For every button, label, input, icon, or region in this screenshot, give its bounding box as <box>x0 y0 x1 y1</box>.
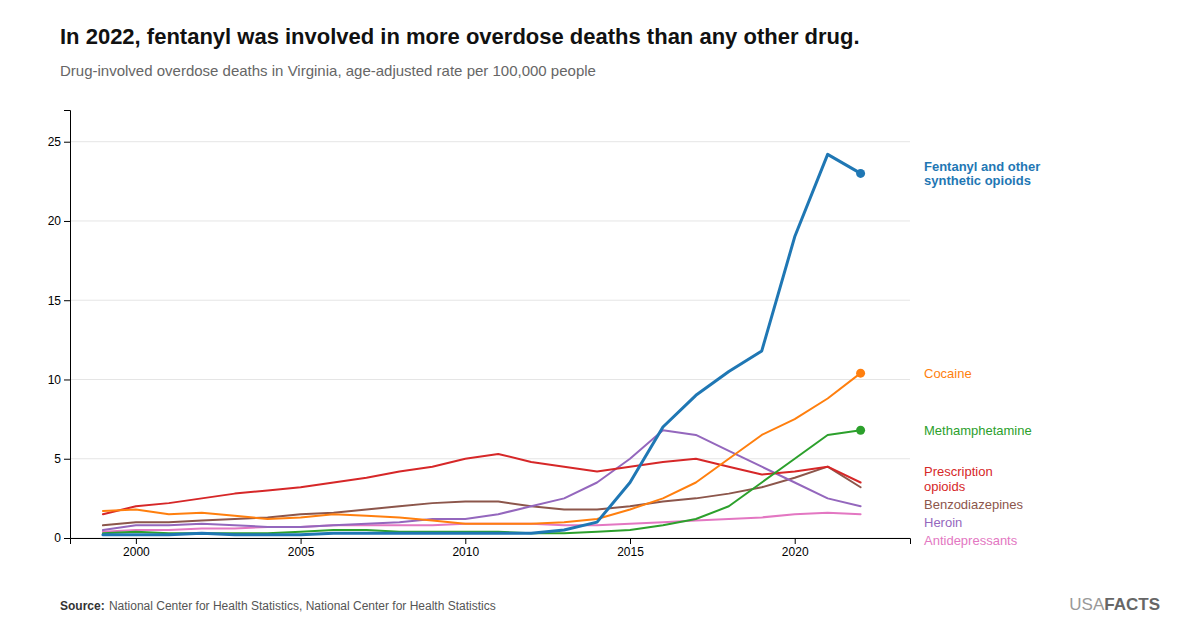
tick-mark <box>465 538 466 544</box>
tick-mark <box>301 538 302 544</box>
tick: 5 <box>54 452 70 466</box>
series-line <box>103 454 861 514</box>
tick-label: 25 <box>48 135 62 149</box>
series-label-line: opioids <box>924 479 966 494</box>
tick: 0 <box>54 531 70 545</box>
tick-label: 2000 <box>123 545 150 559</box>
tick-mark <box>630 538 631 544</box>
tick-label: 10 <box>48 373 62 387</box>
series-labels: Fentanyl and othersynthetic opioids Cocai… <box>924 159 1040 548</box>
tick: 2000 <box>123 538 150 559</box>
series-label-line: Cocaine <box>924 366 972 381</box>
tick-mark <box>64 379 70 380</box>
series-label-line: Benzodiazepines <box>924 497 1024 512</box>
tick-mark <box>64 221 70 222</box>
series-label: Prescriptionopioids <box>924 464 993 493</box>
tick: 20 <box>48 214 70 228</box>
series-line <box>103 373 861 524</box>
tick-label: 5 <box>54 452 61 466</box>
plot: 2000 2005 2010 2015 2020 0 5 10 15 20 25 Fentanyl a… <box>48 111 1041 559</box>
tick-label: 2005 <box>288 545 315 559</box>
tick-mark <box>64 142 70 143</box>
series-label-line: Methamphetamine <box>924 423 1032 438</box>
tick: 15 <box>48 294 70 308</box>
grid-line <box>70 300 910 301</box>
chart: In 2022, fentanyl was involved in more o… <box>0 0 1200 628</box>
axis-line <box>71 539 911 545</box>
grid-line <box>70 141 910 142</box>
series-label-line: Fentanyl and other <box>924 159 1040 174</box>
title: In 2022, fentanyl was involved in more o… <box>60 24 860 49</box>
tick: 2010 <box>452 538 479 559</box>
tick: 25 <box>48 135 70 149</box>
tick-label: 15 <box>48 294 62 308</box>
series-end-marker <box>856 369 865 378</box>
series-label-line: Prescription <box>924 464 993 479</box>
grid-line <box>70 379 910 380</box>
axis-line <box>64 111 71 539</box>
y-axis: 0 5 10 15 20 25 <box>48 111 71 546</box>
series-label: Fentanyl and othersynthetic opioids <box>924 159 1040 188</box>
series-label: Antidepressants <box>924 533 1018 548</box>
series-label-line: synthetic opioids <box>924 173 1031 188</box>
series-end-marker <box>856 426 865 435</box>
x-axis: 2000 2005 2010 2015 2020 <box>71 538 911 559</box>
tick-mark <box>136 538 137 544</box>
marks <box>103 154 865 534</box>
tick-label: 20 <box>48 214 62 228</box>
tick-label: 2015 <box>617 545 644 559</box>
series-label-line: Heroin <box>924 515 962 530</box>
series-line <box>103 513 861 532</box>
tick: 2015 <box>617 538 644 559</box>
series-label: Methamphetamine <box>924 423 1032 438</box>
tick-mark <box>64 538 70 539</box>
series-label-line: Antidepressants <box>924 533 1018 548</box>
tick-label: 2010 <box>452 545 479 559</box>
tick-mark <box>795 538 796 544</box>
tick: 2020 <box>782 538 809 559</box>
source-label: Source: <box>60 599 105 613</box>
series-label: Cocaine <box>924 366 972 381</box>
tick-label: 2020 <box>782 545 809 559</box>
grid <box>70 142 910 538</box>
grid-line <box>70 458 910 459</box>
logo: USAFACTS <box>1069 595 1160 614</box>
series-end-marker <box>856 169 865 178</box>
logo-part: FACTS <box>1104 595 1160 614</box>
tick: 10 <box>48 373 70 387</box>
logo-part: USA <box>1069 595 1105 614</box>
subtitle: Drug-involved overdose deaths in Virgini… <box>60 62 596 79</box>
tick: 2005 <box>288 538 315 559</box>
series-line <box>103 154 861 534</box>
source-text: National Center for Health Statistics, N… <box>109 599 496 613</box>
grid-line <box>70 220 910 221</box>
source: Source: National Center for Health Statis… <box>60 599 496 613</box>
tick-label: 0 <box>54 531 61 545</box>
series-label: Heroin <box>924 515 962 530</box>
series-label: Benzodiazepines <box>924 497 1024 512</box>
tick-mark <box>64 300 70 301</box>
tick-mark <box>64 459 70 460</box>
